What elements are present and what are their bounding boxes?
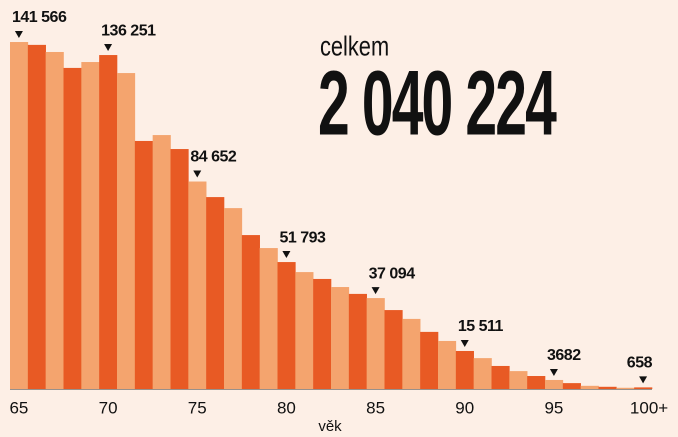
bar <box>545 379 564 389</box>
bar <box>45 51 64 389</box>
value-label: 51 793 <box>280 229 327 246</box>
bar <box>188 181 207 389</box>
x-tick-label: 75 <box>188 398 207 417</box>
bar <box>99 55 118 390</box>
value-marker <box>549 368 558 376</box>
value-marker <box>639 376 648 384</box>
bar <box>63 67 82 389</box>
bar <box>366 298 385 389</box>
bar <box>134 140 153 389</box>
x-tick-label: 85 <box>366 398 385 417</box>
bar <box>331 287 350 389</box>
x-tick-label: 80 <box>277 398 296 417</box>
value-label: 3682 <box>547 347 581 364</box>
bar <box>206 197 225 389</box>
bar <box>81 62 100 389</box>
value-label: 84 652 <box>190 149 237 166</box>
bar <box>634 387 653 389</box>
bar <box>455 350 474 389</box>
bar <box>402 318 421 389</box>
value-marker <box>193 170 202 178</box>
bar <box>27 44 46 390</box>
x-axis-label: věk <box>318 418 342 435</box>
value-label: 37 094 <box>369 265 416 282</box>
bar <box>420 331 439 389</box>
value-label: 141 566 <box>12 9 67 26</box>
bar <box>438 340 457 389</box>
bar <box>117 73 136 390</box>
bar <box>224 208 243 389</box>
total-label: celkem <box>320 31 389 62</box>
value-label: 658 <box>627 355 653 372</box>
bar <box>527 376 546 389</box>
value-label: 15 511 <box>458 318 504 335</box>
value-marker <box>282 251 291 259</box>
bar <box>348 293 367 389</box>
bar <box>170 149 189 389</box>
bar <box>10 42 29 390</box>
bar <box>277 262 296 389</box>
bar <box>580 385 599 389</box>
x-tick-label: 95 <box>544 398 563 417</box>
value-marker <box>104 44 113 52</box>
bar <box>491 365 510 389</box>
total-value: 2 040 224 <box>318 53 557 155</box>
x-tick-label: 100+ <box>630 398 668 417</box>
value-label: 136 251 <box>101 22 156 39</box>
bar <box>473 358 492 389</box>
x-tick-label: 70 <box>99 398 118 417</box>
bar <box>241 235 260 389</box>
value-marker <box>371 287 380 295</box>
bar <box>152 135 171 389</box>
bar <box>313 278 332 389</box>
bar <box>562 383 581 389</box>
bar <box>259 248 278 389</box>
value-marker <box>14 31 23 39</box>
x-tick-label: 65 <box>9 398 28 417</box>
value-marker <box>460 339 469 347</box>
x-tick-label: 90 <box>455 398 474 417</box>
bar <box>598 386 617 389</box>
bar <box>509 371 528 389</box>
bar <box>384 310 403 389</box>
bar <box>616 387 635 389</box>
bar <box>295 272 314 389</box>
